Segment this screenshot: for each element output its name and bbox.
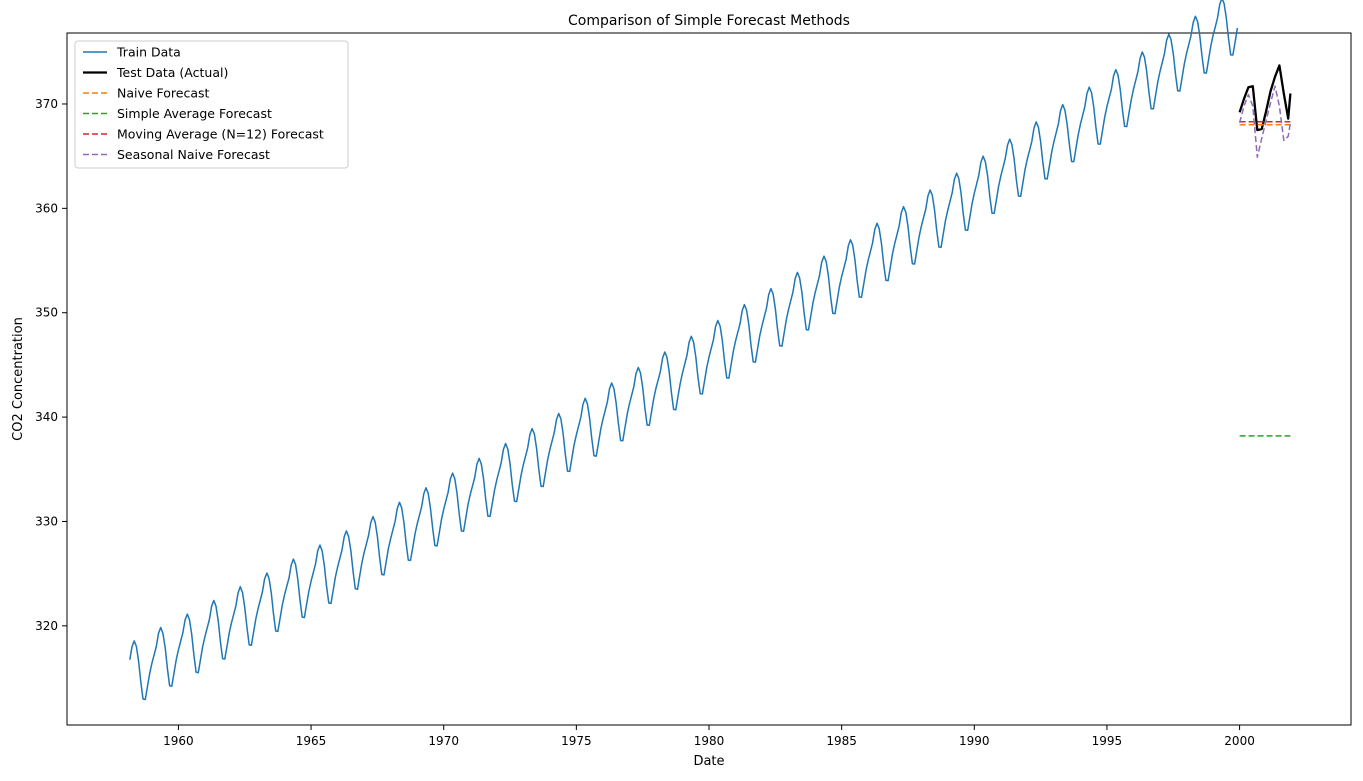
x-tick-label: 1970 <box>428 734 459 748</box>
chart-title: Comparison of Simple Forecast Methods <box>568 13 850 29</box>
legend-label: Simple Average Forecast <box>117 106 272 121</box>
legend-label: Train Data <box>116 45 181 60</box>
y-tick-label: 370 <box>35 97 58 111</box>
x-tick-label: 1965 <box>296 734 327 748</box>
x-tick-label: 1995 <box>1092 734 1123 748</box>
y-tick-label: 320 <box>35 619 58 633</box>
x-tick-label: 1960 <box>163 734 194 748</box>
x-tick-label: 2000 <box>1224 734 1255 748</box>
y-tick-label: 360 <box>35 201 58 215</box>
legend-label: Moving Average (N=12) Forecast <box>117 127 324 142</box>
chart-figure: Comparison of Simple Forecast Methods 19… <box>0 0 1363 781</box>
legend-label: Naive Forecast <box>117 86 210 101</box>
y-tick-label: 330 <box>35 514 58 528</box>
legend-label: Test Data (Actual) <box>116 65 228 80</box>
x-tick-label: 1990 <box>959 734 990 748</box>
x-tick-label: 1985 <box>826 734 857 748</box>
x-tick-label: 1975 <box>561 734 592 748</box>
y-tick-label: 340 <box>35 410 58 424</box>
legend-label: Seasonal Naive Forecast <box>117 147 270 162</box>
legend: Train Data Test Data (Actual) Naive Foreca… <box>75 41 348 168</box>
x-axis-label: Date <box>693 754 724 769</box>
y-tick-label: 350 <box>35 306 58 320</box>
x-tick-label: 1980 <box>694 734 725 748</box>
y-axis-label: CO2 Concentration <box>11 317 26 441</box>
